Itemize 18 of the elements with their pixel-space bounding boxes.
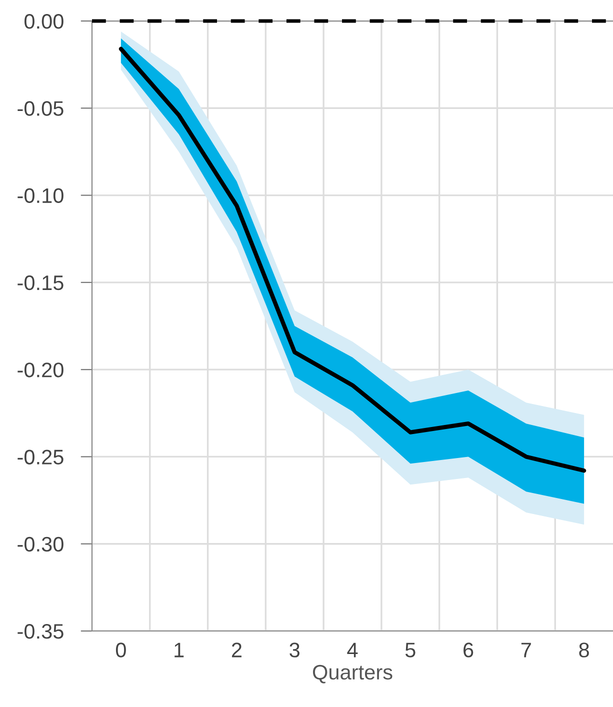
y-tick-label: -0.35 bbox=[18, 624, 64, 639]
x-tick-label: 1 bbox=[174, 642, 184, 658]
y-tick-label: -0.30 bbox=[18, 536, 64, 552]
y-tick-label: -0.25 bbox=[18, 450, 64, 464]
x-tick-label: 3 bbox=[290, 642, 300, 658]
x-tick-label: 8 bbox=[579, 642, 589, 658]
x-axis-title: Quarters bbox=[312, 664, 392, 684]
x-tick-label: 0 bbox=[116, 642, 126, 658]
x-tick-label: 7 bbox=[521, 642, 531, 658]
x-tick-label: 4 bbox=[347, 642, 358, 658]
x-tick-label: 2 bbox=[232, 642, 242, 658]
y-tick-label: -0.05 bbox=[18, 101, 64, 116]
x-tick-label: 5 bbox=[405, 642, 416, 658]
y-tick-label: 0.00 bbox=[24, 14, 64, 29]
y-tick-label: -0.20 bbox=[18, 362, 64, 378]
y-tick-label: -0.15 bbox=[18, 275, 64, 290]
x-tick-label: 6 bbox=[464, 642, 474, 658]
y-tick-label: -0.10 bbox=[18, 188, 64, 204]
